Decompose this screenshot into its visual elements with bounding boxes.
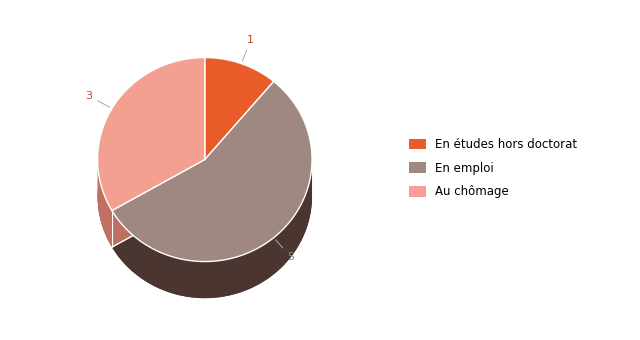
Text: 1: 1 bbox=[243, 35, 254, 61]
Ellipse shape bbox=[97, 94, 312, 298]
Polygon shape bbox=[97, 57, 205, 210]
Polygon shape bbox=[112, 159, 205, 247]
Text: 5: 5 bbox=[276, 240, 294, 262]
Polygon shape bbox=[112, 160, 312, 298]
Polygon shape bbox=[97, 160, 112, 247]
Text: 3: 3 bbox=[85, 91, 109, 107]
Legend: En études hors doctorat, En emploi, Au chômage: En études hors doctorat, En emploi, Au c… bbox=[409, 138, 577, 199]
Polygon shape bbox=[112, 81, 312, 261]
Polygon shape bbox=[112, 159, 205, 247]
Polygon shape bbox=[205, 57, 274, 159]
